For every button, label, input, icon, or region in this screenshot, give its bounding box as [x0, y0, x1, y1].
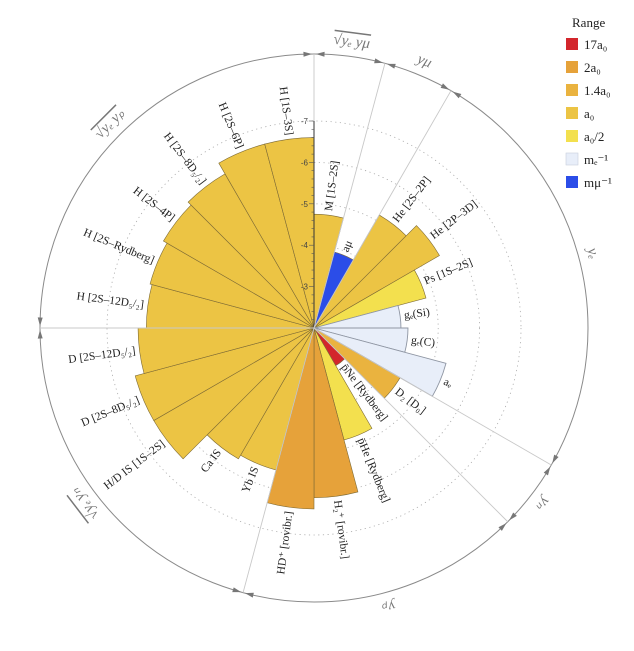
- bar-label: M [1S–2S]: [323, 160, 342, 212]
- bar-label: H/D IS [1S–2S]: [102, 438, 168, 492]
- group-boundary-line: [313, 90, 452, 329]
- grid-circle: [106, 120, 522, 536]
- legend: Range 17a₀ 2a₀ 1.4a₀ a₀ a₀/2 mₑ⁻¹ mμ⁻¹: [565, 15, 612, 190]
- group-boundary-line: [313, 327, 552, 466]
- group-label: yμ: [413, 51, 435, 72]
- bar-label: D [2S–12D₅/₂]: [68, 345, 137, 366]
- legend-label: 17a₀: [584, 37, 607, 52]
- axis-tick-label: -7: [301, 117, 309, 126]
- group-label: √yₑ yₙ: [67, 484, 102, 522]
- bars: [134, 137, 447, 510]
- group-boundary-line: [242, 327, 315, 593]
- group-boundary-line: [313, 63, 386, 329]
- group-label: √yₑ yₚ: [92, 105, 129, 142]
- grid-circle: [147, 161, 481, 495]
- radial-axis: -3 -4 -5 -6 -7: [301, 117, 315, 328]
- legend-label: a₀/2: [584, 129, 604, 144]
- group-label: yₑ: [583, 244, 602, 260]
- group-label: yₚ: [380, 597, 399, 617]
- arrowhead-icon: [303, 51, 313, 57]
- arrowhead-icon: [509, 512, 517, 521]
- legend-label: mₑ⁻¹: [584, 152, 608, 167]
- grid-circle: [189, 203, 439, 453]
- arrowhead-icon: [374, 58, 384, 64]
- arrowhead-icon: [498, 523, 507, 531]
- legend-label: mμ⁻¹: [584, 175, 612, 190]
- legend-swatch: [566, 176, 578, 188]
- axis-tick-label: -4: [301, 241, 309, 250]
- bar-label: He [2P–3D]: [428, 198, 480, 242]
- bar-label: gₑ(Si): [403, 306, 430, 321]
- arrowhead-icon: [440, 83, 450, 90]
- bar-label: gₑ(C): [410, 334, 436, 349]
- bar: [313, 225, 440, 329]
- arrowhead-icon: [543, 466, 551, 476]
- legend-title: Range: [572, 15, 605, 30]
- legend-swatch: [566, 130, 578, 142]
- bar: [134, 327, 315, 421]
- axis-tick-label: -5: [301, 200, 309, 209]
- legend-swatch: [565, 152, 579, 166]
- arrowhead-icon: [244, 592, 254, 598]
- bar-label: H [2S–6P]: [216, 101, 246, 151]
- bar-label: H [1S–3S]: [277, 86, 295, 136]
- legend-swatch: [566, 107, 578, 119]
- arrowhead-icon: [37, 329, 43, 339]
- group-boundary-line: [313, 327, 509, 523]
- group-label: yₙ: [532, 492, 554, 514]
- arrowhead-icon: [386, 63, 396, 69]
- bar-label: D [2S–8D₅/₂]: [80, 394, 142, 429]
- legend-label: 2a₀: [584, 60, 601, 75]
- bar-label: H₂⁺ [rovibr.]: [331, 499, 351, 559]
- arrowhead-icon: [232, 587, 242, 593]
- bar: [313, 269, 427, 329]
- arrowhead-icon: [552, 454, 559, 464]
- bar-label: Yb IS: [240, 465, 261, 495]
- legend-swatch: [566, 38, 578, 50]
- axis-tick-label: -3: [301, 283, 309, 292]
- legend-swatch: [566, 84, 578, 96]
- legend-label: 1.4a₀: [584, 83, 611, 98]
- legend-label: a₀: [584, 106, 594, 121]
- bar-label: H [2S–Rydberg]: [81, 227, 156, 267]
- axis-tick-label: -6: [301, 158, 309, 167]
- bar-label: aₑ: [442, 376, 454, 390]
- arrowhead-icon: [452, 91, 462, 99]
- bar-label: H [2S–8D₅/₂]: [161, 131, 208, 188]
- bar-label: H [2S–12D₅/₂]: [76, 290, 145, 311]
- bar-label: aμ: [340, 239, 355, 254]
- bar-label: H [2S–4P]: [131, 185, 177, 224]
- arrowhead-icon: [37, 317, 43, 327]
- bar-label: p̄He [Rydberg]: [355, 436, 392, 504]
- arrowhead-icon: [315, 51, 325, 57]
- group-label: √yₑ yμ: [332, 32, 371, 53]
- bar-label: HD⁺ [rovibr.]: [275, 511, 295, 576]
- bar-label: He [2S–2P]: [391, 175, 433, 225]
- bar-label: Ca IS: [199, 447, 224, 475]
- legend-swatch: [566, 61, 578, 73]
